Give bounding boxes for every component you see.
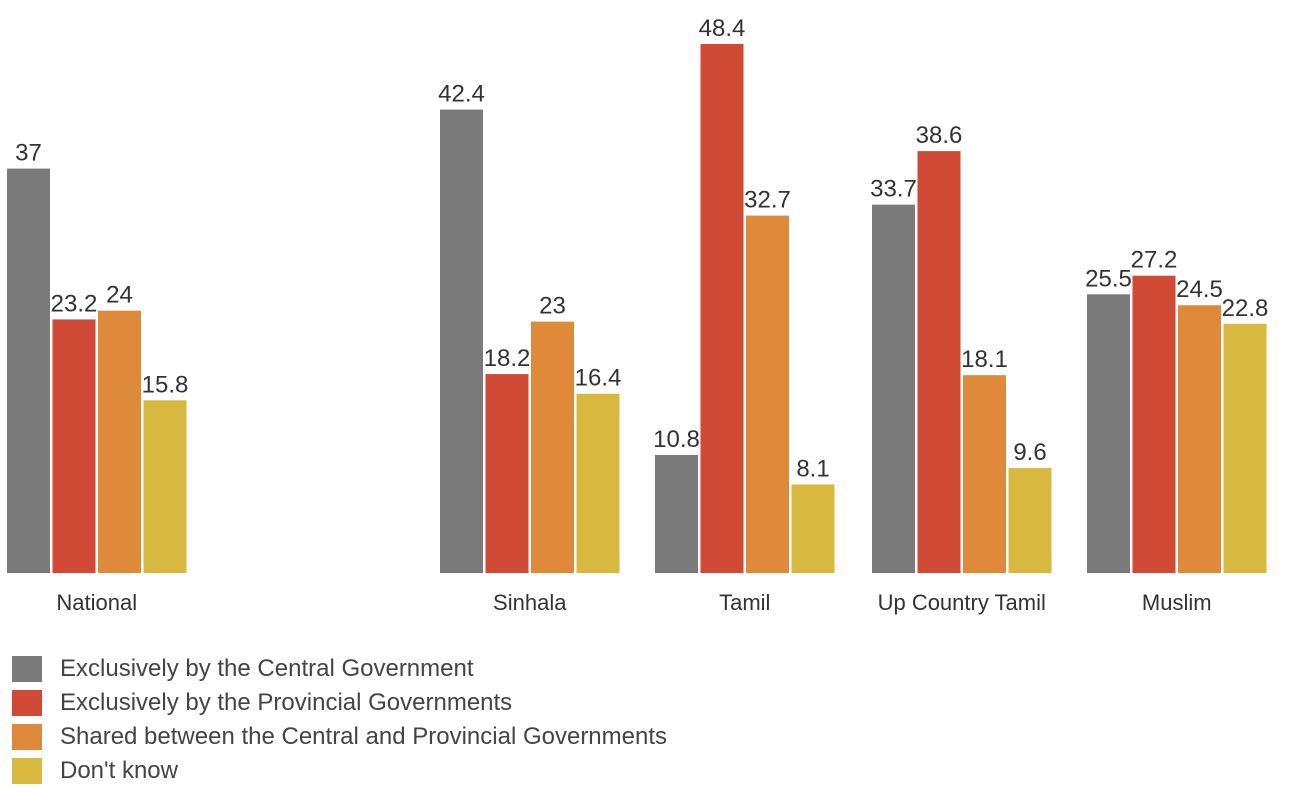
value-label-national-series-1: 23.2 (51, 290, 98, 317)
legend-label-central: Exclusively by the Central Government (60, 655, 474, 682)
value-label-up-country-tamil-series-2: 18.1 (961, 346, 1008, 373)
bar-muslim-series-2 (1178, 305, 1221, 573)
category-label-sinhala: Sinhala (493, 590, 567, 615)
value-label-up-country-tamil-series-3: 9.6 (1013, 439, 1046, 466)
value-label-tamil-series-0: 10.8 (653, 426, 700, 453)
bar-national-series-2 (98, 310, 141, 573)
bar-national-series-3 (143, 400, 187, 573)
value-label-muslim-series-2: 24.5 (1176, 276, 1223, 303)
chart-svg: 37 23.2 24 15.8 National 42.4 18.2 23 16.4 Sinhal… (7, 15, 1269, 615)
bar-sinhala-series-2 (531, 321, 574, 573)
value-label-sinhala-series-0: 42.4 (438, 81, 485, 108)
bar-sinhala-series-1 (485, 374, 529, 573)
legend: Exclusively by the Central Government Ex… (12, 652, 667, 788)
bar-tamil-series-1 (700, 43, 744, 574)
legend-item-dont-know: Don't know (12, 754, 667, 788)
bar-tamil-series-0 (655, 454, 698, 573)
value-label-muslim-series-3: 22.8 (1222, 295, 1269, 322)
value-label-up-country-tamil-series-0: 33.7 (870, 176, 917, 203)
bar-muslim-series-1 (1132, 275, 1176, 573)
value-label-tamil-series-3: 8.1 (796, 455, 829, 482)
bar-sinhala-series-0 (440, 109, 483, 574)
value-label-national-series-2: 24 (106, 282, 133, 309)
legend-swatch-shared (12, 724, 42, 750)
bar-muslim-series-3 (1223, 323, 1267, 573)
value-label-national-series-3: 15.8 (142, 371, 189, 398)
legend-item-shared: Shared between the Central and Provincia… (12, 720, 667, 754)
value-label-sinhala-series-2: 23 (539, 293, 566, 320)
legend-item-provincial: Exclusively by the Provincial Government… (12, 686, 667, 720)
legend-swatch-dont-know (12, 758, 42, 784)
category-label-up-country-tamil: Up Country Tamil (878, 590, 1046, 615)
legend-label-provincial: Exclusively by the Provincial Government… (60, 689, 513, 716)
legend-swatch-provincial (12, 690, 42, 716)
bar-tamil-series-3 (791, 484, 835, 573)
bar-up-country-tamil-series-1 (917, 151, 961, 574)
bar-up-country-tamil-series-2 (963, 375, 1006, 573)
bar-national-series-0 (7, 168, 50, 573)
legend-label-dont-know: Don't know (60, 757, 178, 784)
value-label-up-country-tamil-series-1: 38.6 (916, 122, 963, 149)
value-label-muslim-series-1: 27.2 (1131, 247, 1178, 274)
value-label-tamil-series-1: 48.4 (699, 15, 746, 42)
legend-item-central: Exclusively by the Central Government (12, 652, 667, 686)
category-label-tamil: Tamil (719, 590, 770, 615)
category-label-muslim: Muslim (1142, 590, 1212, 615)
value-label-tamil-series-2: 32.7 (744, 187, 791, 214)
bar-national-series-1 (52, 319, 96, 573)
bar-sinhala-series-3 (576, 393, 620, 573)
bar-tamil-series-2 (746, 215, 789, 574)
bar-up-country-tamil-series-3 (1008, 468, 1052, 573)
value-label-national-series-0: 37 (15, 140, 42, 167)
category-label-national: National (56, 590, 137, 615)
bar-up-country-tamil-series-0 (872, 204, 915, 573)
value-label-sinhala-series-3: 16.4 (575, 365, 622, 392)
bar-muslim-series-0 (1087, 294, 1130, 573)
value-label-muslim-series-0: 25.5 (1085, 265, 1132, 292)
legend-label-shared: Shared between the Central and Provincia… (60, 723, 668, 750)
value-label-sinhala-series-1: 18.2 (484, 345, 531, 372)
legend-swatch-central (12, 656, 42, 682)
